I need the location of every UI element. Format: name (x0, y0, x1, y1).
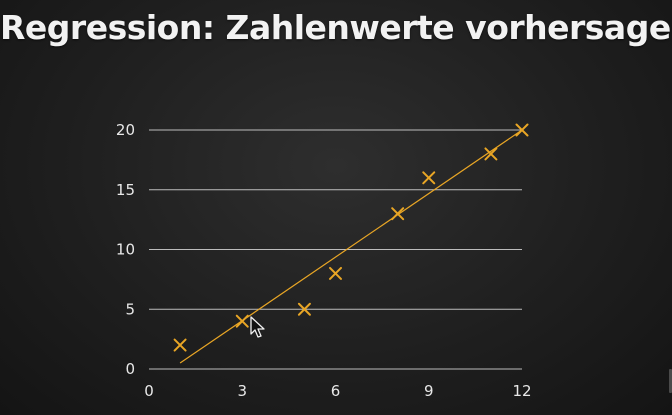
x-tick-label: 3 (237, 382, 247, 400)
data-point-marker (235, 314, 249, 328)
marker-stroke (515, 123, 529, 137)
y-axis-ticks: 0 5 10 15 20 (116, 121, 135, 378)
data-point-marker (422, 171, 436, 185)
regression-line (179, 129, 523, 364)
slide-title: Regression: Zahlenwerte vorhersagen (0, 8, 672, 47)
x-tick-label: 9 (424, 382, 434, 400)
marker-stroke (391, 207, 405, 221)
marker-stroke (235, 314, 249, 328)
data-points (173, 123, 529, 352)
mouse-cursor-icon (250, 316, 265, 338)
data-point-marker (297, 302, 311, 316)
y-tick-label: 20 (116, 121, 135, 139)
grid-lines (149, 129, 522, 370)
data-point-marker (484, 147, 498, 161)
y-tick-label: 10 (116, 241, 135, 259)
x-tick-label: 6 (331, 382, 341, 400)
marker-stroke (422, 171, 436, 185)
marker-stroke (297, 302, 311, 316)
marker-stroke (173, 338, 187, 352)
data-point-marker (329, 266, 342, 280)
data-point-marker (391, 207, 405, 221)
marker-stroke (484, 147, 498, 161)
marker-stroke (329, 266, 342, 280)
data-point-marker (515, 123, 529, 137)
edge-marker (669, 369, 672, 393)
data-point-marker (173, 338, 187, 352)
y-tick-label: 15 (116, 181, 135, 199)
regression-line-group (179, 129, 523, 364)
x-axis-ticks: 0 3 6 9 12 (144, 382, 531, 400)
y-tick-label: 0 (125, 360, 135, 378)
x-tick-label: 0 (144, 382, 154, 400)
x-tick-label: 12 (512, 382, 531, 400)
y-tick-label: 5 (125, 300, 135, 318)
